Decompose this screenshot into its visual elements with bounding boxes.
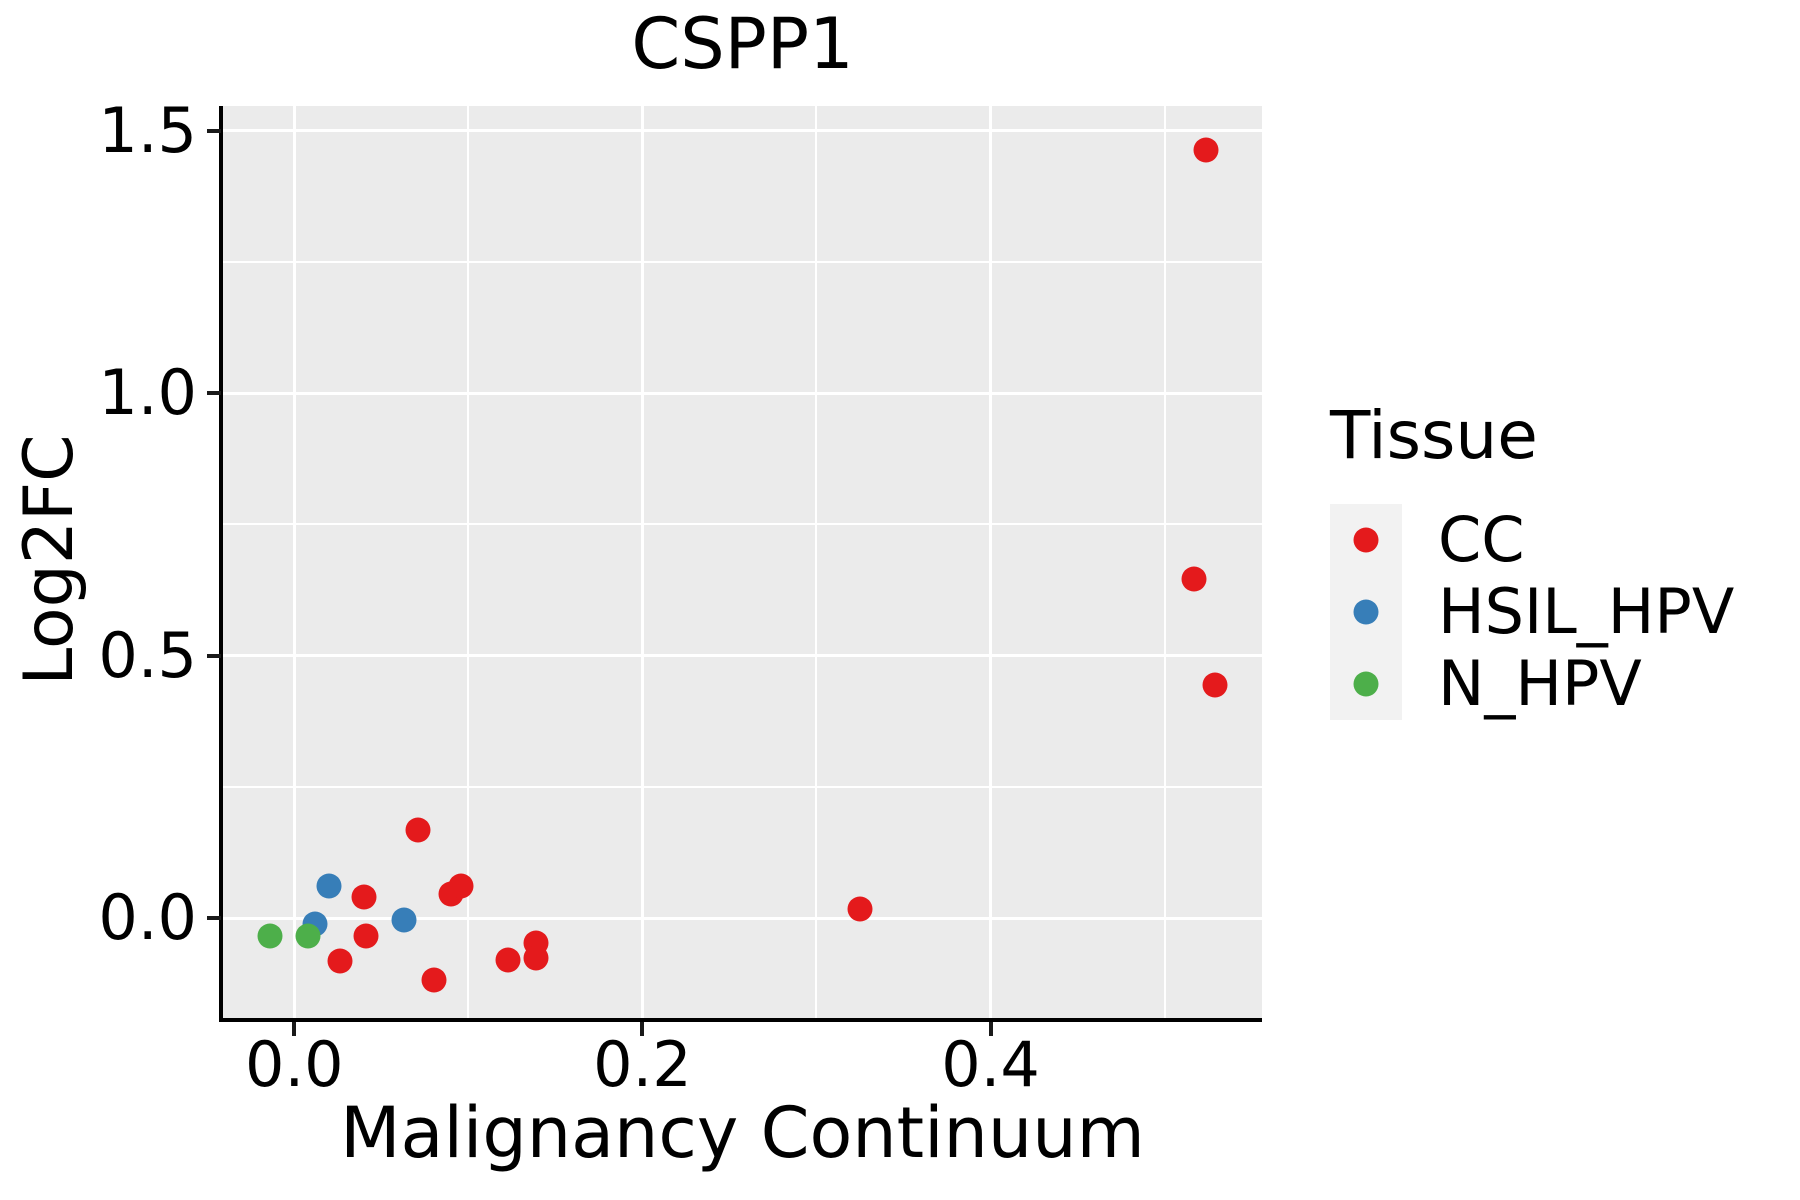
gridline-minor-x xyxy=(1163,106,1166,1018)
x-tick-label: 0.0 xyxy=(245,1028,344,1101)
gridline-major-y xyxy=(223,129,1262,133)
gridline-minor-x xyxy=(815,106,818,1018)
data-point-cc xyxy=(327,948,353,974)
x-tick-mark xyxy=(640,1022,645,1036)
legend-items: CC HSIL_HPV N_HPV xyxy=(1330,504,1734,720)
legend-item-cc: CC xyxy=(1330,504,1734,576)
y-tick-label: 1.0 xyxy=(98,356,197,430)
x-tick-mark xyxy=(292,1022,297,1036)
x-tick-label: 0.2 xyxy=(593,1028,692,1101)
data-point-cc xyxy=(523,945,549,971)
plot-title: CSPP1 xyxy=(631,3,854,85)
legend-item-label: CC xyxy=(1438,503,1525,576)
gridline-major-x xyxy=(292,106,296,1018)
gridline-major-x xyxy=(640,106,644,1018)
legend-dot-icon xyxy=(1353,527,1379,553)
data-point-cc xyxy=(1193,137,1219,163)
legend-key xyxy=(1330,576,1402,648)
y-tick-label: 0.0 xyxy=(98,881,197,955)
data-point-hsil_hpv xyxy=(391,907,417,933)
legend-item-label: HSIL_HPV xyxy=(1438,575,1735,648)
x-axis-label: Malignancy Continuum xyxy=(340,1092,1145,1174)
gridline-minor-x xyxy=(467,106,470,1018)
y-tick-mark xyxy=(207,391,221,396)
gridline-major-y xyxy=(223,916,1262,920)
y-tick-mark xyxy=(207,653,221,658)
legend-title: Tissue xyxy=(1330,397,1538,474)
legend-item-hsil_hpv: HSIL_HPV xyxy=(1330,576,1734,648)
x-tick-label: 0.4 xyxy=(941,1028,1040,1101)
legend-key xyxy=(1330,648,1402,720)
plot-panel xyxy=(223,106,1262,1018)
legend-item-label: N_HPV xyxy=(1438,647,1642,720)
data-point-hsil_hpv xyxy=(316,873,342,899)
data-point-cc xyxy=(405,817,431,843)
gridline-major-y xyxy=(223,391,1262,395)
legend: Tissue CC HSIL_HPV N_HPV xyxy=(1330,402,1734,720)
data-point-cc xyxy=(847,896,873,922)
data-point-cc xyxy=(353,923,379,949)
gridline-minor-y xyxy=(223,785,1262,788)
y-tick-label: 0.5 xyxy=(98,618,197,692)
data-point-n_hpv xyxy=(257,923,283,949)
y-tick-mark xyxy=(207,916,221,921)
data-point-cc xyxy=(1181,566,1207,592)
gridline-minor-y xyxy=(223,260,1262,263)
data-point-cc xyxy=(421,967,447,993)
gridline-minor-y xyxy=(223,523,1262,526)
data-point-cc xyxy=(351,884,377,910)
data-point-cc xyxy=(495,947,521,973)
y-axis-spine xyxy=(219,106,223,1022)
data-point-n_hpv xyxy=(295,923,321,949)
legend-key xyxy=(1330,504,1402,576)
x-tick-mark xyxy=(988,1022,993,1036)
data-point-cc xyxy=(1202,672,1228,698)
gridline-major-y xyxy=(223,654,1262,658)
legend-item-n_hpv: N_HPV xyxy=(1330,648,1734,720)
legend-dot-icon xyxy=(1353,599,1379,625)
data-point-cc xyxy=(448,873,474,899)
y-tick-label: 1.5 xyxy=(98,93,197,167)
x-axis-spine xyxy=(219,1018,1262,1022)
legend-dot-icon xyxy=(1353,671,1379,697)
gridline-major-x xyxy=(989,106,992,1018)
y-tick-mark xyxy=(207,128,221,133)
